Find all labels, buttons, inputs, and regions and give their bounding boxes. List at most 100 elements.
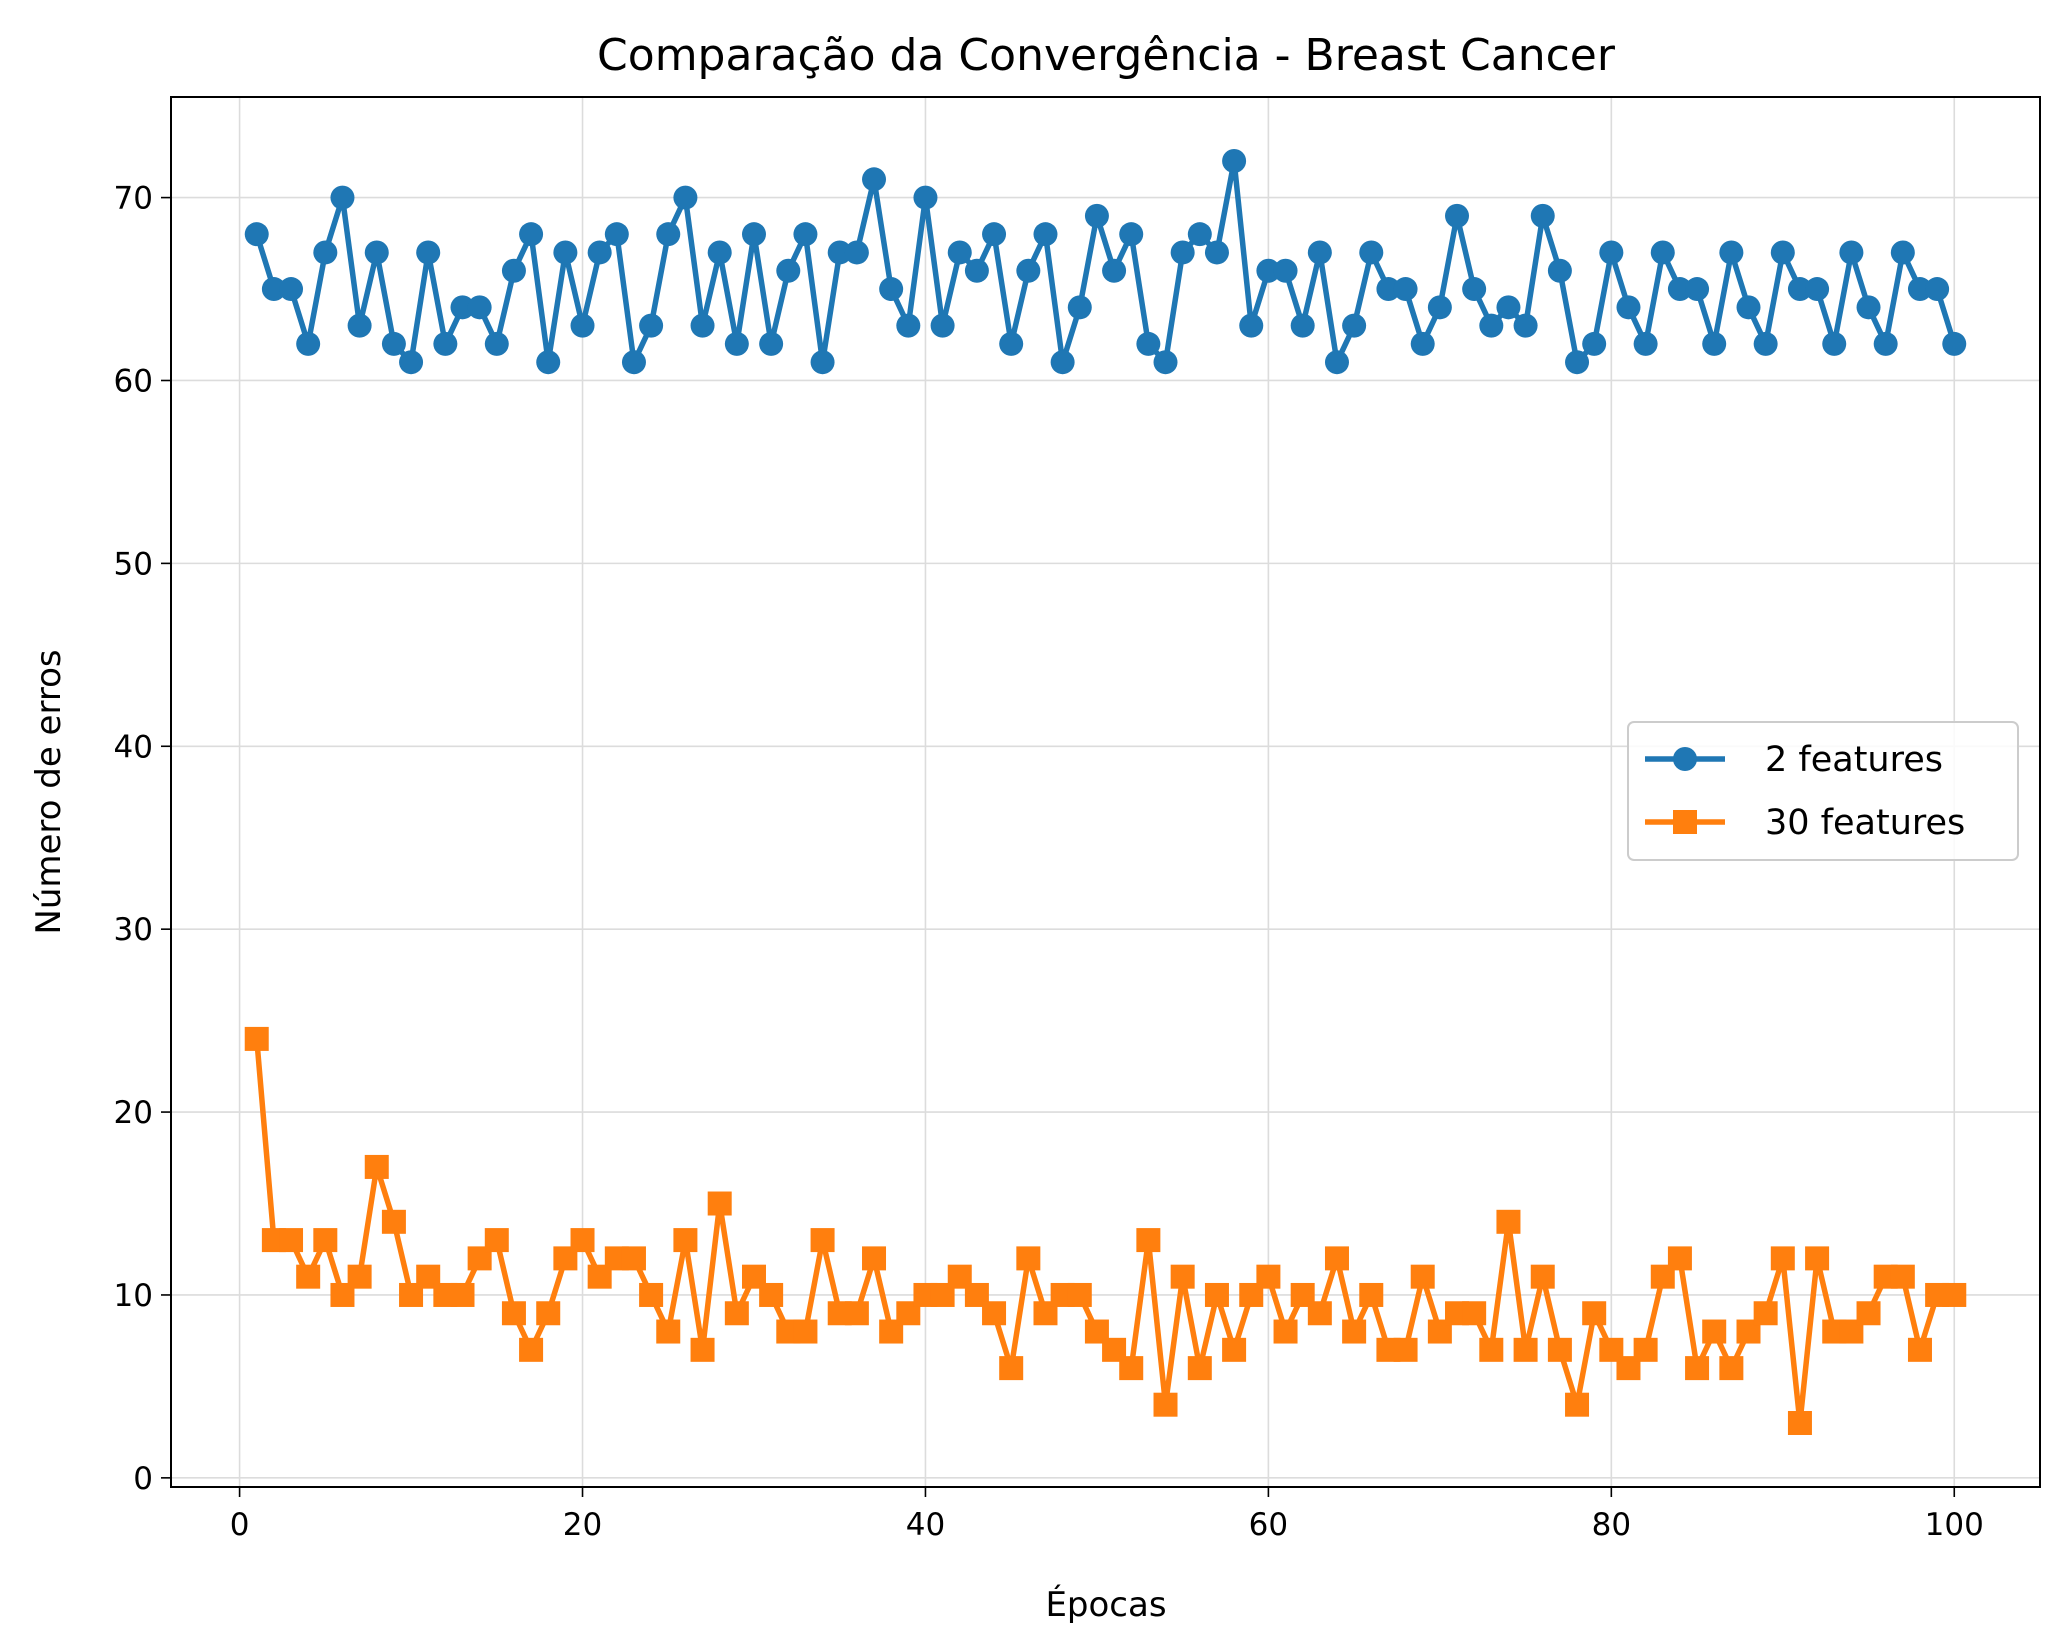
data-point bbox=[896, 313, 921, 338]
series-line bbox=[253, 158, 1958, 365]
data-point bbox=[1873, 331, 1898, 356]
data-point bbox=[673, 1228, 698, 1253]
data-point bbox=[587, 240, 612, 265]
data-point bbox=[1496, 295, 1521, 320]
data-point bbox=[1445, 203, 1470, 228]
data-point bbox=[1787, 277, 1812, 302]
data-point bbox=[1530, 203, 1555, 228]
data-point bbox=[656, 222, 681, 247]
x-tick-label: 80 bbox=[1592, 1507, 1631, 1543]
data-point bbox=[244, 1026, 269, 1051]
data-point bbox=[296, 1264, 321, 1289]
data-point bbox=[330, 185, 355, 210]
data-point bbox=[1753, 331, 1778, 356]
series-layer bbox=[244, 149, 1967, 1435]
legend-label: 2 features bbox=[1765, 740, 1943, 780]
data-point bbox=[553, 240, 578, 265]
data-point bbox=[1890, 1264, 1915, 1289]
data-point bbox=[844, 1301, 869, 1326]
data-point bbox=[776, 258, 801, 283]
data-point bbox=[279, 277, 304, 302]
data-point bbox=[982, 1301, 1007, 1326]
series-2 bbox=[244, 1026, 1967, 1435]
data-point bbox=[879, 277, 904, 302]
x-tick-label: 60 bbox=[1249, 1507, 1288, 1543]
y-axis-label: Número de erros bbox=[29, 649, 69, 934]
data-point bbox=[1342, 1319, 1367, 1344]
data-point bbox=[1547, 1337, 1572, 1362]
data-point bbox=[570, 313, 595, 338]
data-point bbox=[1050, 350, 1075, 375]
y-tick-label: 30 bbox=[114, 912, 153, 948]
data-point bbox=[1530, 1264, 1555, 1289]
legend: 2 features 30 features bbox=[1627, 721, 2019, 861]
data-point bbox=[1719, 1356, 1744, 1381]
data-point bbox=[1084, 203, 1109, 228]
data-point bbox=[724, 1301, 749, 1326]
legend-marker bbox=[1673, 747, 1697, 771]
data-point bbox=[313, 1228, 338, 1253]
data-point bbox=[1239, 313, 1264, 338]
data-point bbox=[1513, 1337, 1538, 1362]
data-point bbox=[1067, 1282, 1092, 1307]
data-point bbox=[501, 258, 526, 283]
data-point bbox=[1667, 277, 1692, 302]
series-1 bbox=[244, 149, 1967, 375]
data-point bbox=[1204, 1282, 1229, 1307]
data-point bbox=[1479, 313, 1504, 338]
data-point bbox=[673, 185, 698, 210]
data-point bbox=[759, 1282, 784, 1307]
y-tick-label: 0 bbox=[133, 1461, 153, 1497]
data-point bbox=[621, 1246, 646, 1271]
chart-title: Comparação da Convergência - Breast Canc… bbox=[597, 30, 1616, 81]
data-point bbox=[930, 313, 955, 338]
data-point bbox=[1839, 240, 1864, 265]
data-point bbox=[947, 240, 972, 265]
data-point bbox=[1153, 1392, 1178, 1417]
y-tick-label: 20 bbox=[114, 1095, 153, 1131]
data-point bbox=[1359, 1282, 1384, 1307]
data-point bbox=[1376, 277, 1401, 302]
data-point bbox=[1359, 240, 1384, 265]
data-point bbox=[862, 167, 887, 192]
legend-item: 2 features bbox=[1645, 740, 1943, 780]
data-point bbox=[1633, 331, 1658, 356]
data-point bbox=[690, 313, 715, 338]
data-point bbox=[279, 1228, 304, 1253]
data-point bbox=[450, 1282, 475, 1307]
data-point bbox=[759, 331, 784, 356]
x-tick-label: 40 bbox=[906, 1507, 945, 1543]
data-point bbox=[519, 222, 544, 247]
data-point bbox=[416, 240, 441, 265]
data-point bbox=[347, 1264, 372, 1289]
data-point bbox=[1462, 277, 1487, 302]
data-point bbox=[724, 331, 749, 356]
data-point bbox=[1016, 258, 1041, 283]
data-point bbox=[982, 222, 1007, 247]
data-point bbox=[570, 1228, 595, 1253]
data-point bbox=[1307, 1301, 1332, 1326]
data-point bbox=[1393, 1337, 1418, 1362]
data-point bbox=[1599, 240, 1624, 265]
y-tick-label: 60 bbox=[114, 363, 153, 399]
data-point bbox=[1907, 1337, 1932, 1362]
data-point bbox=[1462, 1301, 1487, 1326]
data-point bbox=[1805, 277, 1830, 302]
y-tick-label: 10 bbox=[114, 1278, 153, 1314]
data-point bbox=[690, 1337, 715, 1362]
data-point bbox=[1256, 1264, 1281, 1289]
data-point bbox=[1513, 313, 1538, 338]
data-point bbox=[1856, 295, 1881, 320]
data-point bbox=[1204, 240, 1229, 265]
x-tick-label: 100 bbox=[1925, 1507, 1984, 1543]
data-point bbox=[1787, 1410, 1812, 1435]
data-point bbox=[604, 222, 629, 247]
data-point bbox=[1719, 240, 1744, 265]
data-point bbox=[261, 277, 286, 302]
data-point bbox=[1410, 331, 1435, 356]
data-point bbox=[1565, 350, 1590, 375]
data-point bbox=[1822, 331, 1847, 356]
data-point bbox=[1410, 1264, 1435, 1289]
data-point bbox=[862, 1246, 887, 1271]
